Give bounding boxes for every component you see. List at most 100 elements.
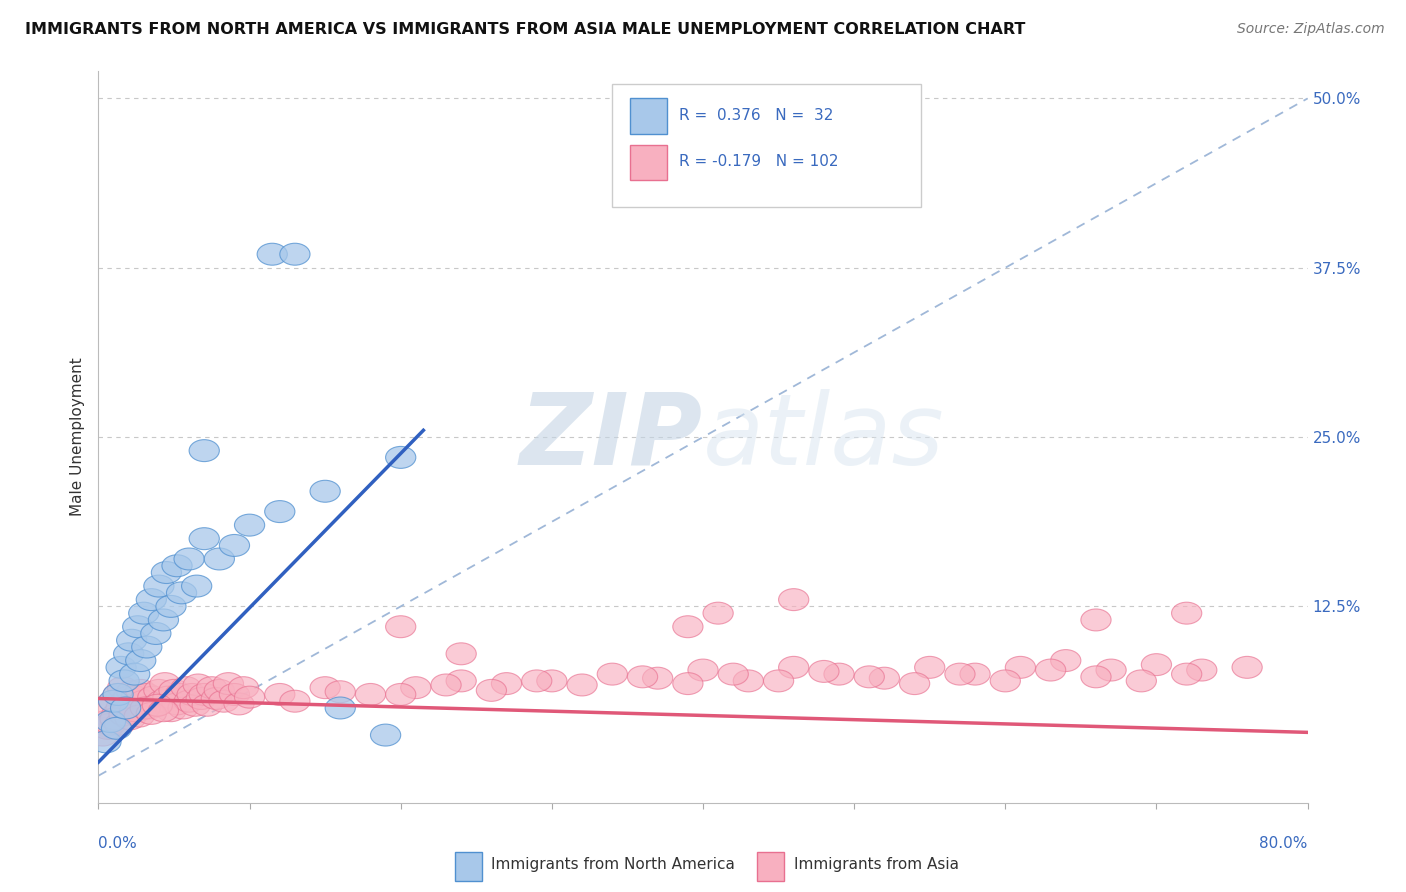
- Ellipse shape: [136, 702, 166, 724]
- Ellipse shape: [120, 663, 150, 685]
- Ellipse shape: [385, 683, 416, 706]
- Ellipse shape: [181, 575, 212, 597]
- Ellipse shape: [627, 665, 658, 688]
- Ellipse shape: [146, 690, 177, 712]
- Ellipse shape: [129, 602, 159, 624]
- Ellipse shape: [280, 690, 311, 712]
- Ellipse shape: [105, 697, 136, 719]
- Ellipse shape: [150, 673, 180, 695]
- Ellipse shape: [325, 697, 356, 719]
- Ellipse shape: [114, 686, 143, 708]
- Ellipse shape: [673, 673, 703, 695]
- Ellipse shape: [1081, 609, 1111, 631]
- Ellipse shape: [960, 663, 990, 685]
- Text: Source: ZipAtlas.com: Source: ZipAtlas.com: [1237, 22, 1385, 37]
- Ellipse shape: [94, 697, 124, 719]
- Ellipse shape: [103, 683, 134, 706]
- Text: Immigrants from North America: Immigrants from North America: [492, 857, 735, 872]
- Ellipse shape: [117, 681, 146, 703]
- Ellipse shape: [142, 694, 173, 716]
- Ellipse shape: [186, 688, 217, 709]
- Ellipse shape: [824, 663, 855, 685]
- Ellipse shape: [174, 548, 204, 570]
- Ellipse shape: [1171, 602, 1202, 624]
- Ellipse shape: [718, 663, 748, 685]
- Ellipse shape: [180, 694, 211, 716]
- Ellipse shape: [1187, 659, 1218, 681]
- Ellipse shape: [93, 717, 122, 739]
- Ellipse shape: [125, 680, 156, 701]
- Ellipse shape: [152, 562, 181, 583]
- Ellipse shape: [131, 697, 160, 719]
- FancyBboxPatch shape: [630, 98, 666, 134]
- Ellipse shape: [763, 670, 793, 692]
- Ellipse shape: [264, 683, 295, 706]
- Ellipse shape: [132, 636, 162, 658]
- Ellipse shape: [1097, 659, 1126, 681]
- Ellipse shape: [673, 615, 703, 638]
- Ellipse shape: [118, 694, 148, 716]
- Ellipse shape: [779, 657, 808, 678]
- Ellipse shape: [219, 534, 250, 557]
- Ellipse shape: [124, 706, 155, 727]
- Ellipse shape: [148, 699, 179, 722]
- Ellipse shape: [111, 690, 141, 712]
- Ellipse shape: [96, 714, 125, 735]
- Ellipse shape: [120, 699, 150, 722]
- Ellipse shape: [121, 686, 152, 708]
- Ellipse shape: [201, 688, 232, 709]
- Ellipse shape: [177, 683, 207, 706]
- Ellipse shape: [162, 693, 193, 714]
- Ellipse shape: [103, 683, 134, 706]
- Ellipse shape: [446, 670, 477, 692]
- Ellipse shape: [122, 615, 153, 638]
- Ellipse shape: [141, 694, 172, 716]
- Ellipse shape: [1036, 659, 1066, 681]
- Ellipse shape: [385, 615, 416, 638]
- Ellipse shape: [522, 670, 551, 692]
- Ellipse shape: [703, 602, 734, 624]
- Ellipse shape: [446, 643, 477, 665]
- FancyBboxPatch shape: [613, 84, 921, 207]
- Ellipse shape: [235, 514, 264, 536]
- Ellipse shape: [257, 244, 287, 265]
- Ellipse shape: [190, 683, 219, 706]
- Ellipse shape: [190, 528, 219, 549]
- Ellipse shape: [204, 680, 235, 701]
- Ellipse shape: [734, 670, 763, 692]
- Ellipse shape: [91, 731, 121, 753]
- Ellipse shape: [477, 680, 506, 701]
- Ellipse shape: [356, 683, 385, 706]
- Ellipse shape: [100, 708, 131, 730]
- Text: R =  0.376   N =  32: R = 0.376 N = 32: [679, 108, 834, 123]
- Text: IMMIGRANTS FROM NORTH AMERICA VS IMMIGRANTS FROM ASIA MALE UNEMPLOYMENT CORRELAT: IMMIGRANTS FROM NORTH AMERICA VS IMMIGRA…: [25, 22, 1026, 37]
- Ellipse shape: [148, 609, 179, 631]
- Ellipse shape: [156, 699, 186, 722]
- Ellipse shape: [915, 657, 945, 678]
- Ellipse shape: [98, 690, 129, 712]
- Ellipse shape: [101, 704, 132, 726]
- Ellipse shape: [162, 555, 193, 577]
- Ellipse shape: [264, 500, 295, 523]
- Ellipse shape: [190, 440, 219, 461]
- Ellipse shape: [311, 480, 340, 502]
- Ellipse shape: [1171, 663, 1202, 685]
- Ellipse shape: [193, 694, 222, 716]
- Ellipse shape: [214, 673, 243, 695]
- Ellipse shape: [567, 674, 598, 696]
- Ellipse shape: [101, 717, 132, 739]
- Ellipse shape: [1126, 670, 1156, 692]
- Ellipse shape: [598, 663, 627, 685]
- Ellipse shape: [110, 670, 139, 692]
- FancyBboxPatch shape: [630, 145, 666, 179]
- Text: R = -0.179   N = 102: R = -0.179 N = 102: [679, 153, 838, 169]
- Ellipse shape: [224, 693, 254, 714]
- Ellipse shape: [115, 708, 145, 730]
- Ellipse shape: [138, 686, 167, 708]
- Ellipse shape: [432, 674, 461, 696]
- Ellipse shape: [156, 596, 186, 617]
- Ellipse shape: [143, 575, 174, 597]
- Text: 0.0%: 0.0%: [98, 836, 138, 851]
- Ellipse shape: [98, 690, 129, 712]
- Ellipse shape: [117, 629, 146, 651]
